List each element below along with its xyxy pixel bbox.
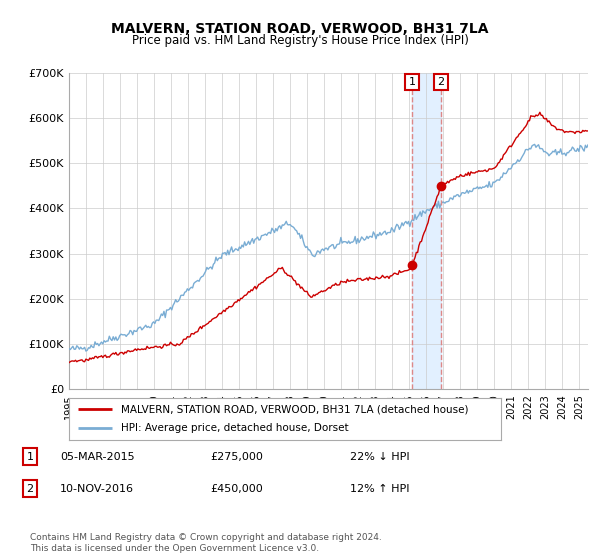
Text: 1: 1 [26, 451, 34, 461]
Text: MALVERN, STATION ROAD, VERWOOD, BH31 7LA: MALVERN, STATION ROAD, VERWOOD, BH31 7LA [111, 22, 489, 36]
Bar [412, 73, 441, 389]
Text: 2: 2 [437, 77, 445, 87]
Text: 1: 1 [409, 77, 416, 87]
Text: Price paid vs. HM Land Registry's House Price Index (HPI): Price paid vs. HM Land Registry's House … [131, 34, 469, 46]
Text: 05-MAR-2015: 05-MAR-2015 [60, 451, 134, 461]
Text: 12% ↑ HPI: 12% ↑ HPI [350, 484, 409, 494]
Text: Contains HM Land Registry data © Crown copyright and database right 2024.
This d: Contains HM Land Registry data © Crown c… [30, 533, 382, 553]
Text: MALVERN, STATION ROAD, VERWOOD, BH31 7LA (detached house): MALVERN, STATION ROAD, VERWOOD, BH31 7LA… [121, 404, 469, 414]
Text: HPI: Average price, detached house, Dorset: HPI: Average price, detached house, Dors… [121, 423, 349, 433]
Text: £275,000: £275,000 [210, 451, 263, 461]
Text: 2: 2 [26, 484, 34, 494]
Text: 10-NOV-2016: 10-NOV-2016 [60, 484, 134, 494]
Text: £450,000: £450,000 [210, 484, 263, 494]
Text: 22% ↓ HPI: 22% ↓ HPI [350, 451, 410, 461]
